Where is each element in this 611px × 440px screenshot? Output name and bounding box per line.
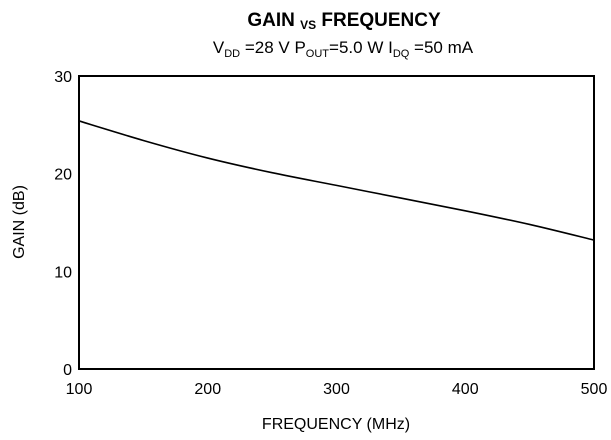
x-tick-labels: 100 200 300 400 500 (66, 381, 608, 398)
idq-subscript: DQ (393, 48, 410, 60)
x-tick-label: 200 (194, 381, 221, 398)
chart-subtitle: VDD =28 V POUT=5.0 W IDQ =50 mA (213, 38, 474, 60)
x-tick-label: 300 (323, 381, 350, 398)
title-vs: VS (300, 18, 316, 32)
y-tick-label: 30 (54, 69, 72, 86)
y-tick-label: 10 (54, 264, 72, 281)
gain-curve (78, 120, 595, 241)
chart-title: GAIN VS FREQUENCY (247, 10, 441, 32)
x-tick-label: 400 (452, 381, 479, 398)
pout-label: P (294, 38, 305, 57)
y-axis-label: GAIN (dB) (11, 185, 28, 259)
idq-label: I (388, 38, 393, 57)
title-part2: FREQUENCY (316, 10, 441, 31)
x-axis-label: FREQUENCY (MHz) (262, 416, 410, 433)
title-part1: GAIN (247, 10, 300, 31)
vdd-subscript: DD (224, 48, 240, 60)
y-tick-label: 0 (63, 362, 72, 379)
plot-frame (78, 75, 595, 370)
x-tick-label: 100 (66, 381, 93, 398)
pout-value: =5.0 W (329, 38, 388, 57)
x-tick-label: 500 (581, 381, 608, 398)
vdd-label: V (213, 38, 225, 57)
y-tick-label: 20 (54, 167, 72, 184)
pout-subscript: OUT (306, 48, 330, 60)
idq-value: =50 mA (409, 38, 473, 57)
vdd-value: =28 V (240, 38, 294, 57)
y-tick-labels: 0 10 20 30 (54, 69, 72, 379)
